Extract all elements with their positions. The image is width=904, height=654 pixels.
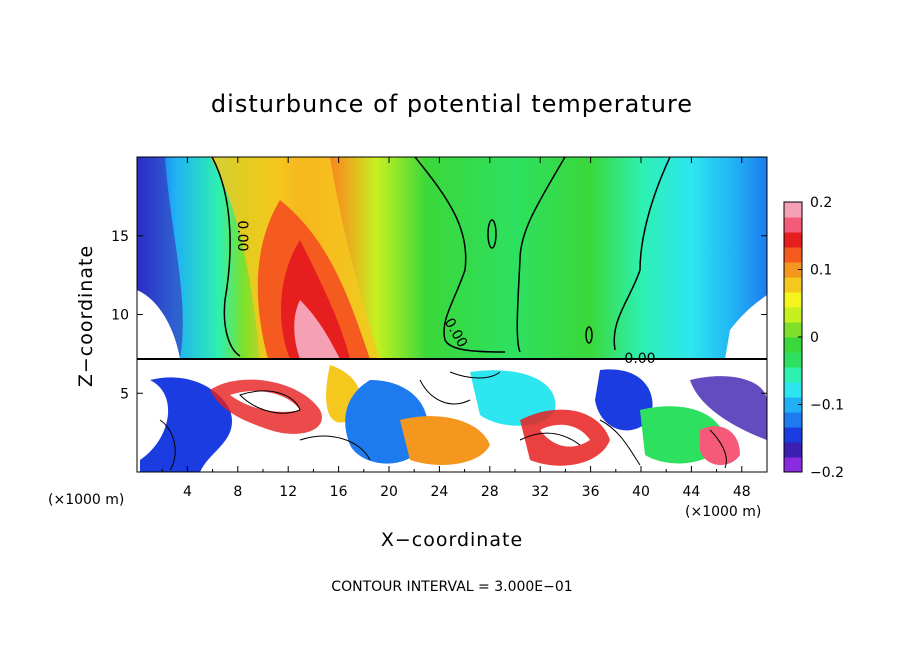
colorbar-swatch (784, 217, 802, 233)
colorbar-swatch (784, 337, 802, 353)
x-axis: 4 8 12 16 20 24 28 32 36 40 44 48 (161, 157, 751, 500)
colorbar-swatch (784, 232, 802, 248)
colorbar-tick-label: 0.2 (810, 195, 832, 211)
chart-title: disturbunce of potential temperature (211, 90, 693, 118)
x-axis-label: X−coordinate (381, 529, 523, 551)
x-tick-label: 16 (330, 484, 348, 500)
x-tick-label: 24 (430, 484, 448, 500)
colorbar-swatch (784, 352, 802, 368)
lower-contours (159, 371, 727, 471)
colorbar-swatch (784, 367, 802, 383)
cold-right-white (725, 295, 767, 359)
colorbar-swatch (784, 262, 802, 278)
y-tick-label: 5 (120, 386, 129, 402)
y-axis-label: Z−coordinate (75, 245, 97, 387)
colorbar-swatch (784, 307, 802, 323)
colorbar-swatch (784, 277, 802, 293)
warm-plume-peak (294, 300, 340, 359)
x-unit-left: (×1000 m) (48, 492, 124, 508)
colorbar-tick-label: −0.1 (810, 398, 844, 414)
contour-interval: CONTOUR INTERVAL = 3.000E−01 (331, 579, 572, 595)
plot-area (137, 157, 767, 472)
colorbar-tick-label: −0.2 (810, 465, 844, 481)
colorbar-tick-label: 0.1 (810, 263, 832, 279)
colorbar-swatch (784, 442, 802, 458)
colorbar-swatch (784, 382, 802, 398)
x-tick-label: 20 (380, 484, 398, 500)
x-tick-label: 4 (183, 484, 192, 500)
colorbar-swatch (784, 322, 802, 338)
x-tick-label: 48 (733, 484, 751, 500)
upper-contours (211, 157, 671, 357)
x-tick-label: 40 (632, 484, 650, 500)
cold-left-white (137, 290, 180, 359)
y-tick-label: 10 (111, 308, 129, 324)
colorbar-swatch (784, 457, 802, 473)
colorbar-swatch (784, 412, 802, 428)
y-tick-label: 15 (111, 229, 129, 245)
x-tick-label: 28 (481, 484, 499, 500)
x-tick-label: 32 (531, 484, 549, 500)
colorbar-swatch (784, 247, 802, 263)
colorbar-swatch (784, 397, 802, 413)
colorbar-swatch (784, 292, 802, 308)
x-unit-right: (×1000 m) (685, 504, 761, 520)
y-axis: 5 10 15 (111, 229, 767, 402)
colorbar-swatch (784, 427, 802, 443)
x-tick-label: 8 (233, 484, 242, 500)
colorbar-tick-label: 0 (810, 330, 819, 346)
x-tick-label: 12 (279, 484, 297, 500)
x-tick-label: 36 (582, 484, 600, 500)
colorbar-swatch (784, 202, 802, 218)
contour-label: 0.00 (624, 351, 655, 367)
x-tick-label: 44 (682, 484, 700, 500)
lower-blobs (140, 365, 767, 472)
contour-label: 0.00 (234, 220, 250, 251)
colorbar: 0.2 0.1 0 −0.1 −0.2 (783, 195, 844, 481)
